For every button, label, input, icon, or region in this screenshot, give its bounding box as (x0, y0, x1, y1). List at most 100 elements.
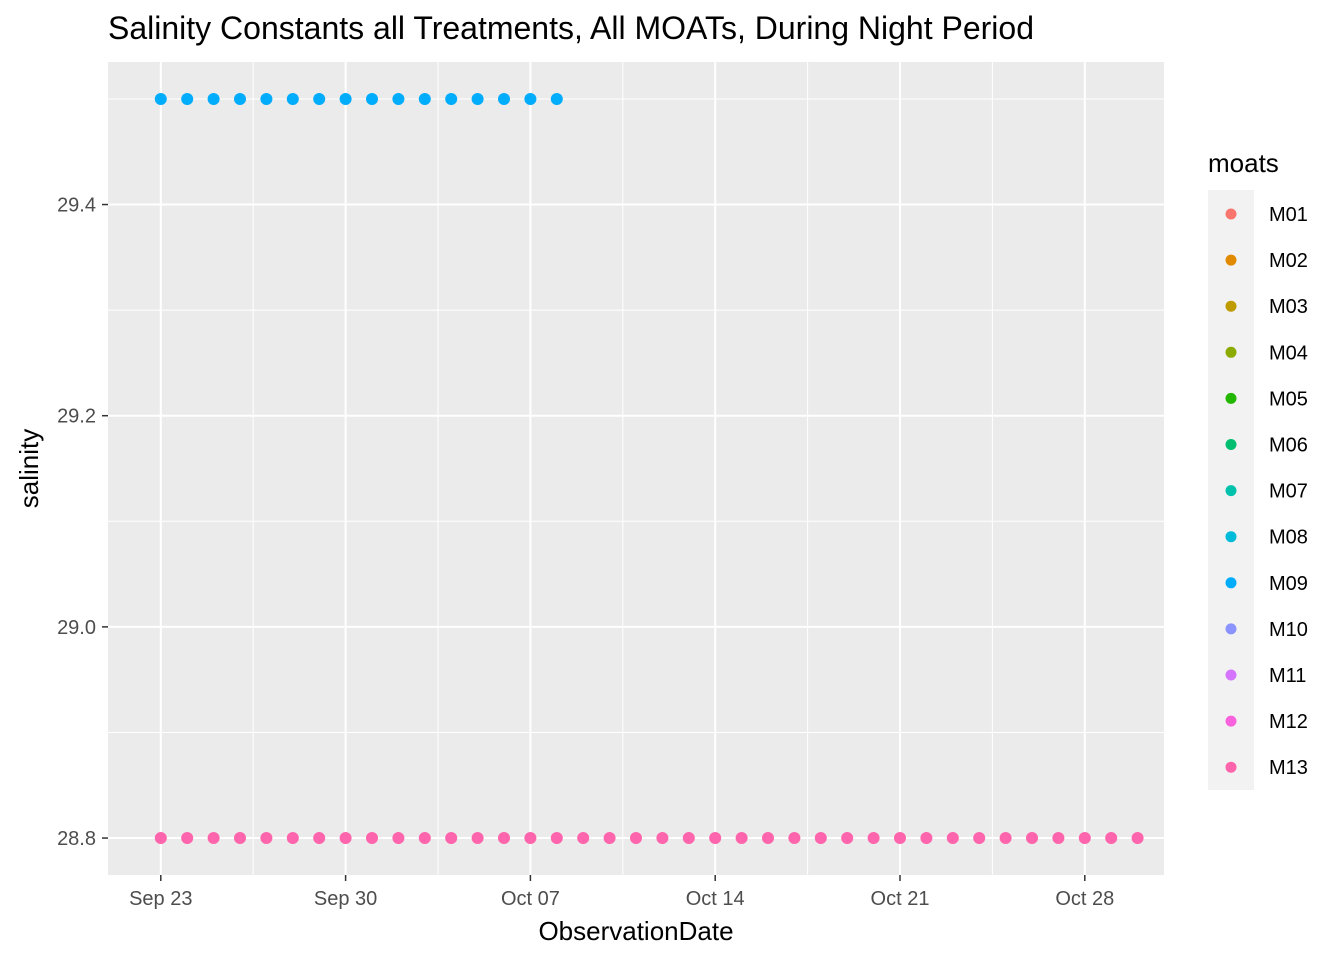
legend-label-m08: M08 (1269, 527, 1308, 549)
point-m13 (630, 832, 642, 845)
x-tick-label: Oct 21 (871, 888, 930, 910)
x-tick-label: Oct 07 (501, 888, 560, 910)
x-axis: Sep 23 Sep 30 Oct 07 Oct 14 Oct 21 Oct 28 (129, 875, 1114, 910)
point-m13 (1078, 832, 1091, 845)
legend-items: M01 M02 M03 M04 M05 M06 M07 M08 M09 M10 M11 M12 M13 (1225, 204, 1308, 779)
point-m13 (735, 832, 748, 845)
point-m09 (550, 92, 563, 105)
point-m09 (181, 92, 194, 105)
legend-key-m01 (1225, 208, 1237, 220)
point-m13 (682, 832, 695, 845)
point-m13 (709, 832, 722, 845)
x-tick-label: Sep 30 (314, 888, 377, 910)
data-points (154, 92, 1144, 845)
point-m13 (946, 832, 959, 845)
x-axis-title: ObservationDate (538, 916, 733, 946)
point-m13 (207, 832, 220, 845)
legend-key-m07 (1225, 485, 1237, 497)
point-m09 (154, 92, 167, 105)
legend-label-m09: M09 (1269, 573, 1308, 595)
point-m09 (286, 92, 299, 105)
point-m13 (260, 832, 273, 845)
legend-key-m12 (1225, 715, 1237, 727)
point-m13 (1105, 832, 1118, 845)
legend-key-m05 (1225, 392, 1237, 404)
legend: moats M01M02M03M04M05M06M07M08M09M10M11M… (1208, 148, 1308, 790)
y-tick-label: 28.8 (57, 828, 96, 850)
legend-key-m13 (1225, 761, 1237, 773)
point-m09 (366, 92, 378, 105)
point-m09 (234, 92, 246, 105)
point-m09 (498, 92, 510, 105)
legend-key-m03 (1225, 300, 1237, 312)
x-tick-label: Oct 14 (686, 888, 745, 910)
legend-key-m06 (1225, 439, 1237, 450)
chart-title: Salinity Constants all Treatments, All M… (108, 10, 1034, 46)
point-m13 (418, 832, 431, 845)
legend-key-m02 (1225, 254, 1237, 266)
major-gridlines (108, 62, 1164, 875)
point-m13 (1131, 832, 1144, 845)
legend-label-m13: M13 (1269, 757, 1308, 779)
point-m09 (392, 92, 405, 105)
point-m13 (154, 832, 167, 845)
x-tick-label: Oct 28 (1055, 888, 1114, 910)
point-m09 (260, 92, 273, 105)
legend-label-m07: M07 (1269, 481, 1308, 503)
point-m09 (313, 92, 326, 105)
point-m13 (550, 832, 563, 845)
legend-key-m11 (1225, 669, 1237, 681)
point-m13 (313, 832, 326, 845)
legend-label-m10: M10 (1269, 619, 1308, 641)
legend-key-m04 (1225, 346, 1237, 358)
plot-panel (108, 62, 1164, 875)
point-m13 (920, 832, 933, 845)
point-m13 (498, 832, 510, 845)
point-m13 (234, 832, 246, 845)
point-m13 (814, 832, 827, 845)
point-m13 (471, 832, 484, 845)
point-m09 (418, 92, 431, 105)
point-m13 (999, 832, 1012, 845)
legend-label-m01: M01 (1269, 204, 1308, 226)
x-tick-label: Sep 23 (129, 888, 192, 910)
point-m13 (286, 832, 299, 845)
point-m13 (339, 832, 352, 845)
point-m13 (603, 832, 616, 845)
point-m13 (524, 832, 537, 845)
point-m13 (577, 832, 590, 845)
legend-key-m09 (1225, 577, 1237, 589)
legend-key-m10 (1225, 623, 1237, 635)
point-m09 (339, 92, 352, 105)
minor-gridlines (108, 62, 1164, 875)
point-m13 (973, 832, 986, 845)
point-m13 (656, 832, 669, 845)
point-m13 (762, 832, 774, 845)
legend-title: moats (1208, 148, 1279, 178)
point-m09 (207, 92, 220, 105)
point-m13 (1052, 832, 1065, 845)
legend-label-m05: M05 (1269, 388, 1308, 410)
point-m13 (788, 832, 801, 845)
legend-label-m11: M11 (1269, 665, 1306, 687)
point-m09 (445, 92, 458, 105)
point-m13 (445, 832, 458, 845)
legend-key-m08 (1225, 531, 1237, 543)
point-m13 (841, 832, 854, 845)
y-tick-label: 29.4 (57, 195, 96, 217)
y-axis-title: salinity (14, 429, 44, 508)
y-tick-label: 29.0 (57, 617, 96, 639)
point-m13 (181, 832, 194, 845)
point-m09 (524, 92, 537, 105)
legend-label-m12: M12 (1269, 711, 1308, 733)
legend-label-m04: M04 (1269, 342, 1308, 364)
y-axis: 28.8 29.0 29.2 29.4 (57, 195, 108, 850)
legend-label-m06: M06 (1269, 435, 1308, 457)
point-m09 (471, 92, 484, 105)
point-m13 (867, 832, 880, 845)
point-m13 (894, 832, 906, 845)
point-m13 (1026, 832, 1038, 845)
point-m13 (392, 832, 405, 845)
legend-label-m02: M02 (1269, 250, 1308, 272)
